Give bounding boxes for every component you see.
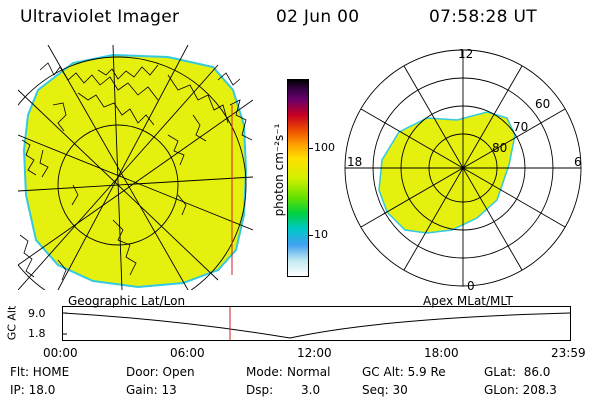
polar-panel-label: Apex MLat/MLT <box>423 294 513 308</box>
mode-label: Mode: <box>246 365 283 379</box>
date-label: 02 Jun 00 <box>276 7 360 27</box>
mlt-label-0: 0 <box>467 279 475 293</box>
xtick-0000: 00:00 <box>43 346 78 360</box>
altitude-plot <box>62 306 571 341</box>
aurora-emission-polar <box>378 111 516 234</box>
colorbar <box>287 79 309 277</box>
mlt-label-6: 6 <box>574 155 582 169</box>
coastlines <box>19 62 253 281</box>
instrument-title: Ultraviolet Imager <box>20 7 180 27</box>
door-info: Door: Open <box>126 365 195 379</box>
lat-lon-grid <box>18 45 253 290</box>
aurora-emission-geo <box>22 53 248 289</box>
glon-info: GLon: 208.3 <box>484 383 557 397</box>
colorbar-tick-100: 100 <box>314 141 335 154</box>
time-label: 07:58:28 UT <box>429 7 537 27</box>
dsp-label: Dsp: <box>246 383 274 397</box>
flight-info: Flt: HOME <box>10 365 70 379</box>
mlt-label-18: 18 <box>347 155 363 169</box>
xtick-0600: 06:00 <box>170 346 205 360</box>
colorbar-tickmark <box>309 235 313 236</box>
gc-alt-info: GC Alt: 5.9 Re <box>362 365 446 379</box>
geographic-map <box>18 45 253 290</box>
lat-label-70: 70 <box>513 120 529 134</box>
xtick-1200: 12:00 <box>297 346 332 360</box>
glat-info: GLat: 86.0 <box>484 365 551 379</box>
altitude-ytick-9: 9.0 <box>28 307 46 320</box>
mode-value: Normal <box>287 365 331 379</box>
ip-info: IP: 18.0 <box>10 383 56 397</box>
polar-mlat-mlt-plot <box>344 49 582 287</box>
lat-label-60: 60 <box>535 97 551 111</box>
seq-info: Seq: 30 <box>362 383 408 397</box>
lat-label-80: 80 <box>492 141 508 155</box>
xtick-2359: 23:59 <box>551 346 586 360</box>
gain-info: Gain: 13 <box>126 383 177 397</box>
altitude-ytick-1-8: 1.8 <box>28 327 46 340</box>
polar-grid <box>344 49 582 287</box>
mlt-label-12: 12 <box>458 47 474 61</box>
colorbar-unit-label: photon cm⁻²s⁻¹ <box>272 123 286 217</box>
altitude-curve <box>62 312 571 339</box>
geo-panel-label: Geographic Lat/Lon <box>68 294 186 308</box>
colorbar-tick-10: 10 <box>314 228 328 241</box>
dsp-value: 3.0 <box>301 383 321 397</box>
altitude-ylabel: GC Alt <box>5 305 19 341</box>
xtick-1800: 18:00 <box>424 346 459 360</box>
colorbar-tickmark <box>309 148 313 149</box>
